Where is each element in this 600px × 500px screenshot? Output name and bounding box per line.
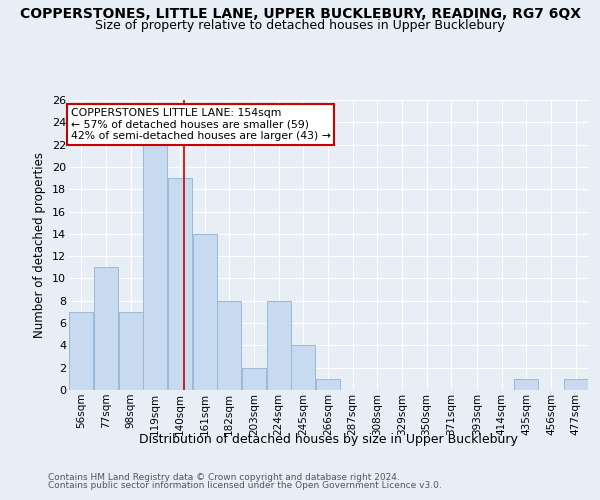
Bar [119, 312, 143, 390]
Text: COPPERSTONES, LITTLE LANE, UPPER BUCKLEBURY, READING, RG7 6QX: COPPERSTONES, LITTLE LANE, UPPER BUCKLEB… [19, 8, 581, 22]
Bar [316, 379, 340, 390]
Bar [69, 312, 94, 390]
Bar [242, 368, 266, 390]
Bar [514, 379, 538, 390]
Bar [266, 301, 290, 390]
Text: COPPERSTONES LITTLE LANE: 154sqm
← 57% of detached houses are smaller (59)
42% o: COPPERSTONES LITTLE LANE: 154sqm ← 57% o… [71, 108, 331, 141]
Text: Size of property relative to detached houses in Upper Bucklebury: Size of property relative to detached ho… [95, 19, 505, 32]
Y-axis label: Number of detached properties: Number of detached properties [34, 152, 46, 338]
Text: Contains public sector information licensed under the Open Government Licence v3: Contains public sector information licen… [48, 481, 442, 490]
Text: Distribution of detached houses by size in Upper Bucklebury: Distribution of detached houses by size … [139, 432, 518, 446]
Bar [291, 346, 315, 390]
Bar [168, 178, 192, 390]
Bar [217, 301, 241, 390]
Text: Contains HM Land Registry data © Crown copyright and database right 2024.: Contains HM Land Registry data © Crown c… [48, 472, 400, 482]
Bar [143, 144, 167, 390]
Bar [563, 379, 588, 390]
Bar [94, 268, 118, 390]
Bar [193, 234, 217, 390]
